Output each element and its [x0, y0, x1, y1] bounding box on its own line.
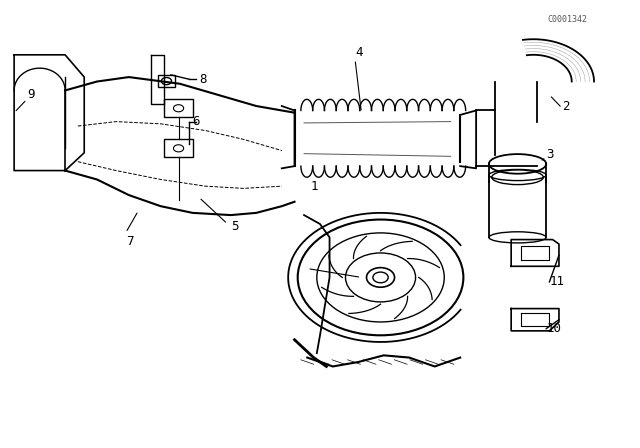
Text: C0001342: C0001342: [548, 15, 588, 24]
Text: 1: 1: [310, 180, 318, 193]
Circle shape: [367, 267, 394, 287]
Text: 4: 4: [355, 46, 362, 59]
Text: 10: 10: [546, 322, 561, 335]
Text: 7: 7: [125, 235, 133, 248]
Text: 5: 5: [231, 220, 238, 233]
Text: 3: 3: [546, 148, 554, 161]
Bar: [164, 99, 193, 117]
Ellipse shape: [489, 232, 546, 243]
Text: 11: 11: [549, 276, 564, 289]
Bar: [164, 139, 193, 157]
Text: 8: 8: [199, 73, 207, 86]
Text: 6: 6: [193, 115, 200, 128]
Text: 2: 2: [562, 99, 570, 112]
Bar: [157, 75, 175, 87]
Text: 9: 9: [27, 88, 35, 101]
